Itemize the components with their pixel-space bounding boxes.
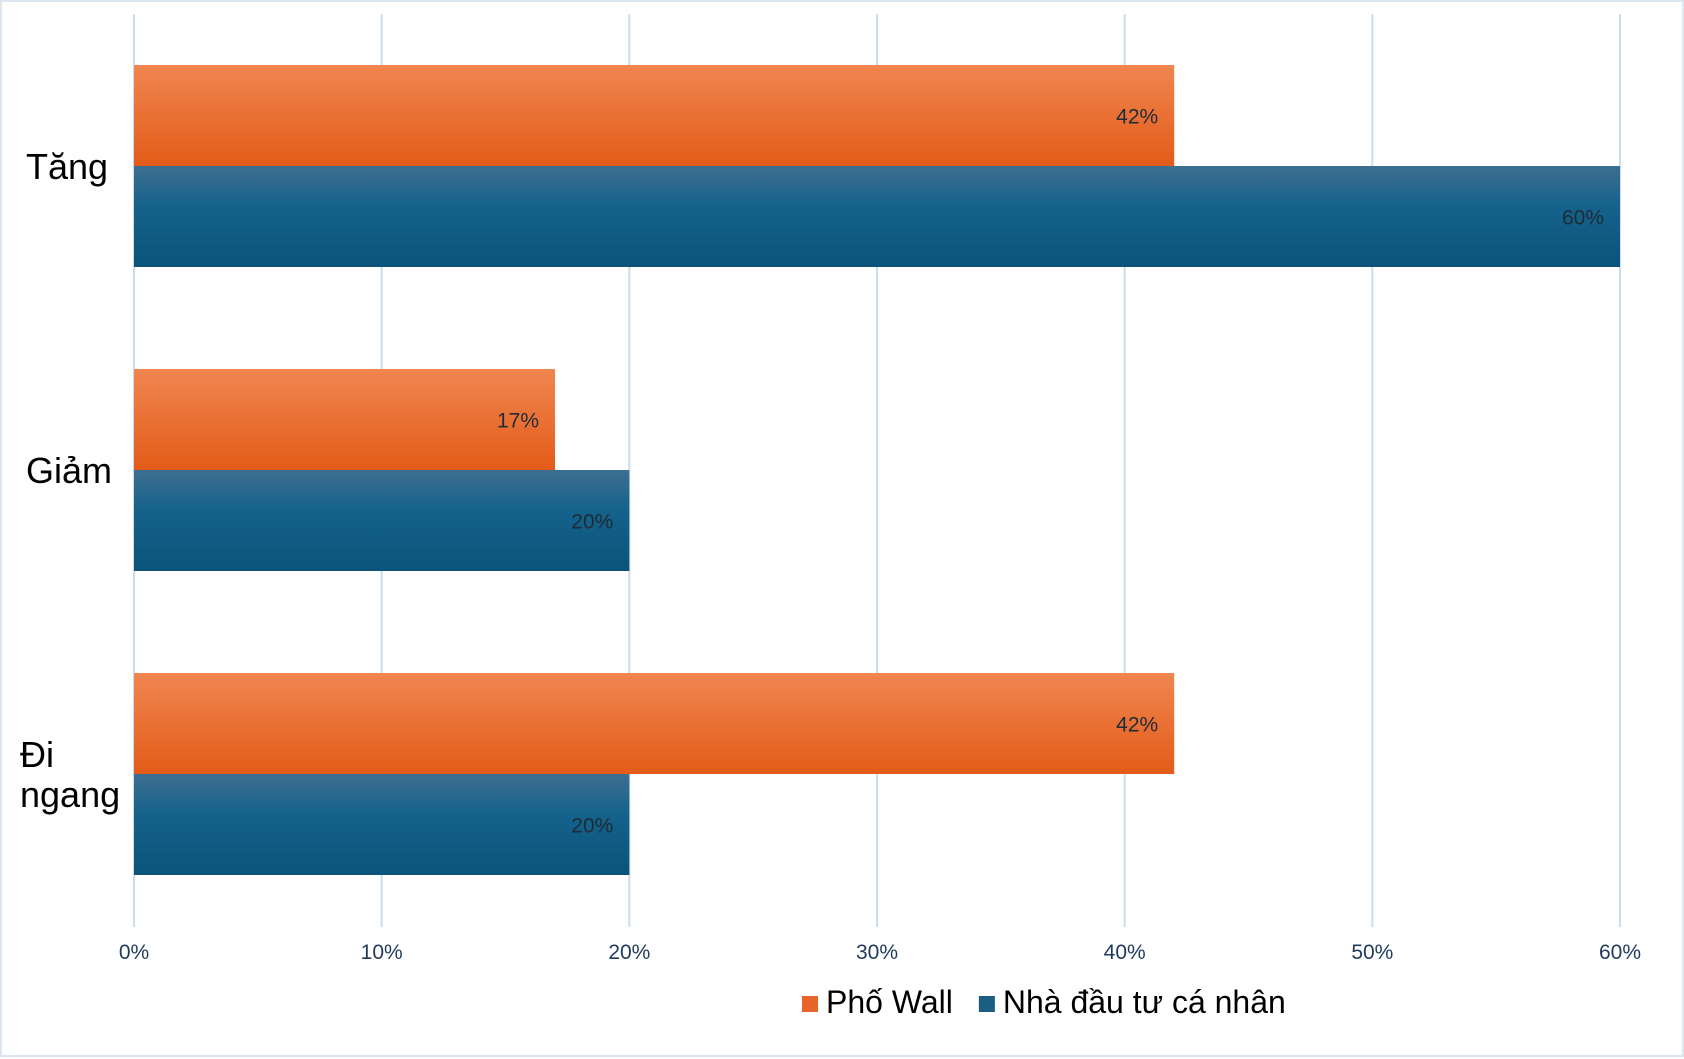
data-label: 17%: [497, 410, 539, 433]
x-tick-label: 0%: [119, 941, 149, 964]
data-label: 20%: [571, 511, 613, 534]
x-axis-tick-labels: 0% 10% 20% 30% 40% 50% 60%: [119, 941, 1641, 964]
x-tick-label: 30%: [856, 941, 898, 964]
data-label: 42%: [1116, 106, 1158, 129]
bar-pho-wall: [134, 673, 1175, 774]
legend-label: Nhà đầu tư cá nhân: [1003, 984, 1286, 1020]
data-label: 60%: [1562, 207, 1604, 230]
legend-label: Phố Wall: [826, 984, 953, 1020]
x-tick-label: 50%: [1351, 941, 1393, 964]
bar-nha-dau-tu-ca-nhan: [134, 166, 1620, 267]
category-label: Tăng: [26, 146, 108, 187]
category-label-line: Tăng: [26, 146, 108, 187]
category-label-line: ngang: [20, 774, 120, 815]
category-label-line: Đi: [20, 734, 54, 775]
x-tick-label: 20%: [608, 941, 650, 964]
x-tick-label: 40%: [1104, 941, 1146, 964]
bar-nha-dau-tu-ca-nhan: [134, 774, 630, 875]
bars: [134, 65, 1620, 875]
legend: Phố Wall Nhà đầu tư cá nhân: [802, 984, 1286, 1020]
category-label-line: Giảm: [26, 450, 112, 491]
category-labels: Tăng Giảm Đi ngang: [20, 146, 120, 815]
legend-swatch: [978, 996, 995, 1012]
bar-pho-wall: [134, 369, 556, 470]
data-labels: 42% 60% 17% 20% 42% 20%: [497, 106, 1604, 838]
legend-swatch: [802, 996, 818, 1012]
bar-nha-dau-tu-ca-nhan: [134, 470, 630, 571]
x-tick-label: 60%: [1599, 941, 1641, 964]
data-label: 20%: [571, 815, 613, 838]
x-tick-label: 10%: [361, 941, 403, 964]
bar-pho-wall: [134, 65, 1175, 166]
data-label: 42%: [1116, 714, 1158, 737]
category-label: Giảm: [26, 450, 112, 491]
category-label: Đi ngang: [20, 734, 120, 815]
